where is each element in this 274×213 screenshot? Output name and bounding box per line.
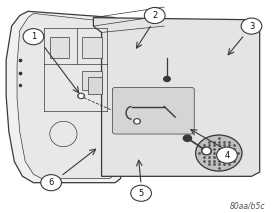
Circle shape — [144, 7, 165, 24]
Circle shape — [183, 135, 192, 141]
Text: 5: 5 — [138, 189, 144, 198]
PathPatch shape — [17, 13, 115, 178]
Circle shape — [41, 175, 61, 191]
FancyBboxPatch shape — [112, 88, 194, 134]
Bar — [88, 77, 102, 94]
Circle shape — [23, 29, 44, 45]
Text: 4: 4 — [224, 151, 230, 160]
Circle shape — [217, 147, 237, 163]
Text: 80aa/b5c: 80aa/b5c — [230, 201, 265, 210]
Circle shape — [78, 93, 84, 98]
Text: 6: 6 — [48, 178, 54, 187]
Bar — [82, 37, 102, 58]
Circle shape — [131, 185, 152, 201]
PathPatch shape — [93, 18, 260, 176]
PathPatch shape — [6, 11, 121, 183]
Circle shape — [134, 119, 140, 124]
Circle shape — [202, 147, 212, 155]
Circle shape — [79, 94, 83, 97]
Text: 3: 3 — [249, 22, 254, 31]
Text: 1: 1 — [31, 32, 36, 41]
Circle shape — [196, 135, 242, 171]
Circle shape — [164, 76, 170, 82]
Ellipse shape — [50, 121, 77, 147]
Bar — [50, 37, 69, 58]
Circle shape — [135, 120, 139, 123]
Text: 2: 2 — [152, 11, 157, 20]
Circle shape — [203, 148, 210, 154]
Circle shape — [241, 18, 262, 34]
Bar — [82, 71, 102, 90]
